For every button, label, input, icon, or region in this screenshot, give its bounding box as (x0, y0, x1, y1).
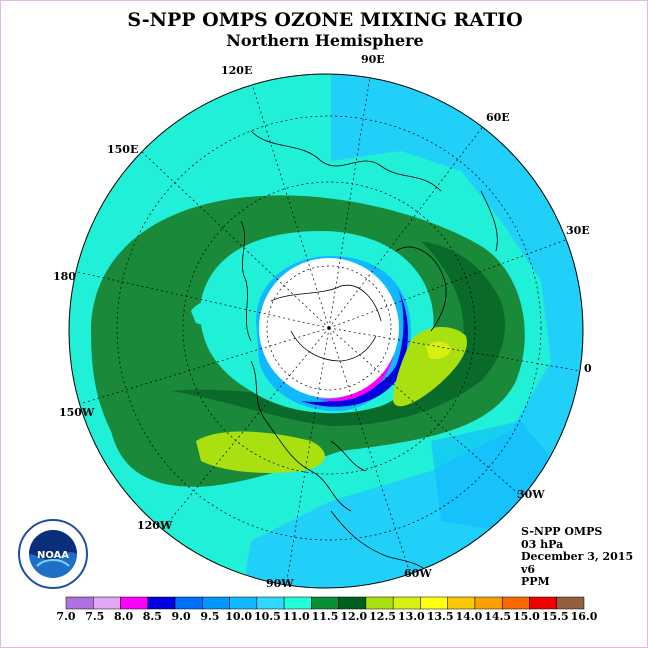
noaa-logo-text: NOAA (37, 550, 69, 561)
colorbar-tick-label: 11.0 (283, 610, 310, 623)
colorbar-tick-label: 10.5 (254, 610, 281, 623)
colorbar-swatch (65, 596, 94, 610)
colorbar-tick-label: 11.5 (312, 610, 339, 623)
map-title: S-NPP OMPS OZONE MIXING RATIO (127, 9, 523, 31)
info-block: S-NPP OMPS 03 hPa December 3, 2015 v6 PP… (521, 525, 634, 589)
lon-label-150w: 150W (59, 406, 95, 419)
colorbar-tick-label: 15.0 (513, 610, 540, 623)
colorbar-swatch (93, 596, 121, 610)
colorbar-swatch (147, 596, 176, 610)
lon-label-0: 0 (584, 362, 592, 375)
info-date: December 3, 2015 (521, 550, 634, 563)
colorbar-tick-label: 14.5 (484, 610, 511, 623)
colorbar-tick-label: 9.5 (200, 610, 219, 623)
colorbar-swatch (447, 596, 476, 610)
colorbar-tick-label: 13.5 (427, 610, 454, 623)
lon-label-60e: 60E (486, 111, 510, 124)
colorbar-tick-label: 9.0 (172, 610, 191, 623)
colorbar-tick-label: 10.0 (225, 610, 252, 623)
colorbar-tick-label: 13.0 (398, 610, 425, 623)
colorbar-swatch (311, 596, 339, 610)
colorbar-swatch (202, 596, 230, 610)
yellow-green-patch-west (196, 431, 325, 473)
lon-label-90e: 90E (361, 53, 385, 66)
coastlines (240, 130, 498, 577)
ozone-field (69, 74, 583, 588)
map-boundary (68, 73, 584, 589)
info-level: 03 hPa (521, 537, 564, 551)
lon-label-180: 180 (53, 270, 76, 283)
lon-label-150e: 150E (107, 143, 138, 156)
colorbar-swatch (338, 596, 367, 610)
colorbar-swatch (556, 596, 585, 610)
colorbar-tick-label: 8.0 (114, 610, 133, 623)
lon-label-120e: 120E (221, 64, 252, 77)
meridians (72, 74, 582, 587)
lon-label-120w: 120W (137, 519, 173, 532)
colorbar-swatch (501, 596, 530, 610)
latitude-circles (116, 115, 542, 541)
colorbar-tick-label: 16.0 (571, 610, 598, 623)
colorbar-swatch (529, 596, 557, 610)
colorbar-tick-label: 14.0 (455, 610, 482, 623)
lon-label-60w: 60W (404, 567, 432, 580)
colorbar-swatch (174, 596, 203, 610)
colorbar-swatch (365, 596, 394, 610)
colorbar-swatch (283, 596, 312, 610)
colorbar-tick-label: 12.5 (369, 610, 396, 623)
colorbar-swatch (120, 596, 149, 610)
info-instrument: S-NPP OMPS (521, 525, 603, 538)
colorbar-tick-label: 8.5 (143, 610, 162, 623)
lon-label-30e: 30E (566, 224, 590, 237)
colorbar-swatch (392, 596, 421, 610)
info-version: v6 (521, 562, 536, 576)
info-units: PPM (521, 575, 550, 588)
colorbar-tick-label: 7.5 (85, 610, 104, 623)
colorbar-tick-label: 7.0 (56, 610, 75, 623)
lon-label-90w: 90W (266, 577, 294, 590)
colorbar-tick-label: 12.0 (340, 610, 367, 623)
colorbar-tick-label: 15.5 (542, 610, 569, 623)
noaa-logo: NOAA (18, 519, 88, 589)
lon-label-30w: 30W (517, 488, 545, 501)
colorbar-swatch (256, 596, 285, 610)
colorbar-swatch (474, 596, 503, 610)
map-subtitle: Northern Hemisphere (226, 31, 424, 50)
colorbar-swatch (229, 596, 258, 610)
colorbar-swatch (420, 596, 448, 610)
